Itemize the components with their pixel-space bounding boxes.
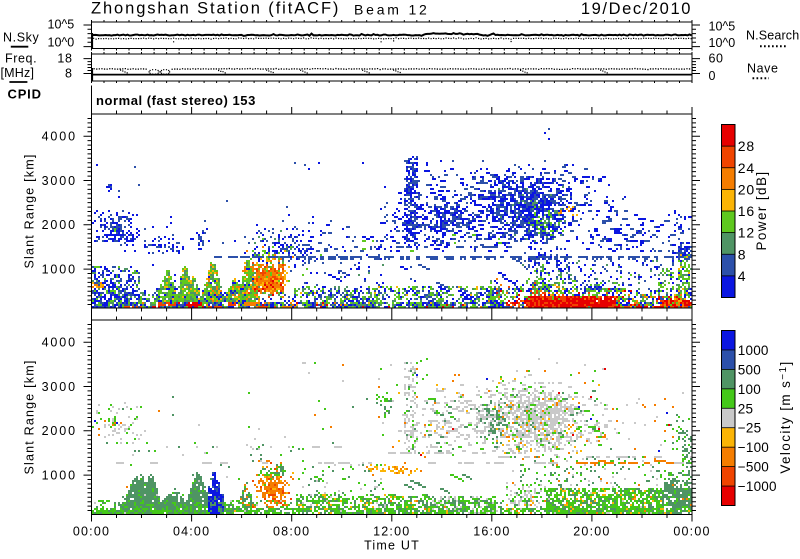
svg-text:2000: 2000 (42, 424, 77, 438)
svg-text:3000: 3000 (42, 380, 77, 394)
svg-text:16: 16 (738, 203, 755, 219)
svg-text:28: 28 (738, 138, 755, 154)
svg-text:10^0: 10^0 (709, 36, 736, 50)
svg-text:Nave: Nave (747, 62, 779, 76)
svg-text:19/Dec/2010: 19/Dec/2010 (581, 0, 692, 18)
svg-text:Beam 12: Beam 12 (354, 2, 430, 18)
svg-text:−25: −25 (738, 421, 762, 436)
svg-text:−100: −100 (738, 440, 769, 455)
svg-text:4000: 4000 (42, 130, 77, 144)
svg-text:Freq.: Freq. (5, 52, 37, 66)
svg-text:1000: 1000 (42, 262, 77, 276)
svg-text:Slant Range [km]: Slant Range [km] (23, 359, 37, 474)
svg-text:100: 100 (738, 382, 761, 397)
svg-text:N.Search: N.Search (746, 29, 799, 43)
svg-text:0: 0 (709, 69, 717, 83)
svg-text:1000: 1000 (738, 343, 769, 358)
svg-text:18: 18 (57, 51, 72, 65)
svg-text:Zhongshan Station (fitACF): Zhongshan Station (fitACF) (91, 0, 340, 17)
svg-text:CPID: CPID (8, 87, 42, 102)
svg-text:16:00: 16:00 (473, 525, 510, 539)
svg-text:1000: 1000 (42, 468, 77, 482)
svg-text:08:00: 08:00 (273, 525, 310, 539)
svg-text:Slant Range [km]: Slant Range [km] (23, 153, 37, 268)
svg-text:normal (fast stereo) 153: normal (fast stereo) 153 (96, 93, 256, 108)
svg-text:20: 20 (738, 181, 755, 197)
svg-text:12:00: 12:00 (373, 525, 410, 539)
svg-text:4: 4 (738, 268, 747, 284)
svg-text:−1000: −1000 (738, 479, 777, 494)
svg-text:12: 12 (738, 225, 755, 241)
svg-text:24: 24 (738, 160, 755, 176)
svg-text:10^0: 10^0 (48, 36, 75, 50)
svg-text:500: 500 (738, 362, 761, 377)
svg-text:10^5: 10^5 (709, 20, 736, 34)
svg-text:4000: 4000 (42, 336, 77, 350)
svg-text:3000: 3000 (42, 174, 77, 188)
svg-text:N.Sky: N.Sky (3, 31, 39, 45)
svg-text:60: 60 (709, 51, 724, 65)
svg-text:25: 25 (738, 401, 753, 416)
svg-text:Velocity [m s−1]: Velocity [m s−1] (778, 360, 793, 473)
svg-text:Time UT: Time UT (364, 539, 420, 553)
svg-text:Power [dB]: Power [dB] (754, 170, 769, 250)
svg-text:00:00: 00:00 (73, 525, 110, 539)
svg-text:2000: 2000 (42, 218, 77, 232)
svg-text:10^5: 10^5 (48, 18, 75, 32)
svg-text:20:00: 20:00 (573, 525, 610, 539)
svg-text:[MHz]: [MHz] (1, 66, 35, 80)
svg-text:−500: −500 (738, 460, 769, 475)
svg-text:8: 8 (738, 246, 747, 262)
svg-text:00:00: 00:00 (673, 525, 710, 539)
svg-text:8: 8 (65, 67, 73, 81)
svg-text:04:00: 04:00 (173, 525, 210, 539)
